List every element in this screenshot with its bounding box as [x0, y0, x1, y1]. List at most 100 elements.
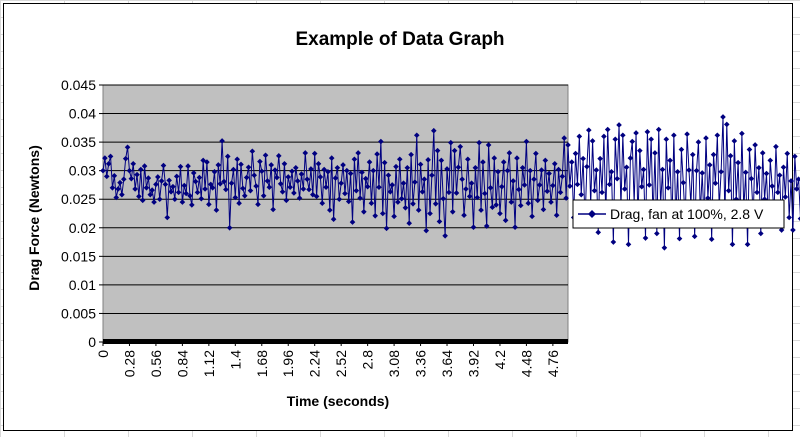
- data-point-marker: [529, 213, 535, 220]
- data-point-marker: [686, 167, 692, 173]
- data-point-marker: [164, 214, 171, 221]
- data-point-marker: [396, 156, 403, 163]
- legend[interactable]: Drag, fan at 100%, 2.8 V: [572, 199, 785, 229]
- data-point-marker: [366, 159, 373, 165]
- y-tick-label: 0: [88, 334, 96, 350]
- data-point-marker: [378, 138, 384, 145]
- data-point-marker: [487, 185, 494, 191]
- data-point-marker: [226, 224, 233, 231]
- data-point-marker: [504, 167, 511, 174]
- data-point-marker: [655, 126, 662, 133]
- data-point-marker: [398, 195, 405, 202]
- data-point-marker: [559, 173, 566, 180]
- data-point-marker: [621, 186, 628, 192]
- x-tick-label: 1.96: [280, 350, 296, 377]
- data-point-marker: [629, 138, 636, 145]
- data-point-marker: [275, 153, 282, 159]
- data-point-marker: [792, 153, 798, 160]
- data-point-marker: [381, 159, 388, 166]
- data-point-marker: [289, 168, 295, 175]
- data-point-marker: [599, 189, 605, 196]
- data-point-marker: [542, 157, 549, 164]
- data-point-marker: [440, 195, 447, 202]
- data-point-marker: [359, 169, 365, 176]
- data-point-marker: [776, 172, 783, 179]
- data-point-marker: [187, 193, 193, 199]
- data-point-marker: [342, 190, 348, 197]
- data-point-marker: [132, 186, 138, 192]
- data-point-marker: [578, 191, 585, 198]
- data-point-marker: [695, 139, 702, 145]
- data-point-marker: [612, 136, 619, 143]
- data-point-marker: [731, 138, 738, 144]
- data-point-marker: [708, 236, 715, 242]
- y-tick-label: 0.045: [61, 77, 96, 93]
- data-point-marker: [158, 178, 165, 184]
- data-point-marker: [451, 147, 458, 154]
- data-point-marker: [527, 167, 533, 174]
- data-point-marker: [111, 173, 118, 179]
- y-tick-label: 0.005: [61, 305, 96, 321]
- data-point-marker: [597, 155, 603, 162]
- y-tick-label: 0.04: [69, 106, 96, 122]
- data-point-marker: [113, 194, 120, 201]
- data-point-marker: [372, 212, 378, 219]
- data-point-marker: [126, 167, 133, 174]
- data-point-marker: [453, 190, 460, 196]
- data-point-marker: [567, 183, 573, 189]
- data-point-marker: [557, 189, 564, 196]
- data-point-marker: [232, 194, 239, 201]
- data-point-marker: [311, 150, 318, 157]
- x-tick-label: 1.12: [201, 350, 217, 377]
- data-point-marker: [510, 178, 516, 184]
- data-point-marker: [710, 151, 717, 158]
- data-point-marker: [735, 159, 741, 166]
- data-point-marker: [466, 193, 473, 200]
- data-point-marker: [139, 197, 146, 204]
- data-point-marker: [742, 169, 749, 176]
- data-point-marker: [173, 173, 180, 180]
- data-point-marker: [703, 135, 709, 141]
- data-point-marker: [759, 150, 766, 156]
- x-tick-label: 2.24: [307, 350, 323, 377]
- data-point-marker: [393, 163, 399, 170]
- data-point-marker: [243, 174, 250, 181]
- data-point-marker: [474, 194, 481, 201]
- data-point-marker: [497, 210, 503, 217]
- data-point-marker: [706, 162, 713, 168]
- data-point-marker: [744, 241, 751, 248]
- data-point-marker: [534, 197, 541, 204]
- data-point-marker: [729, 241, 736, 248]
- data-point-marker: [179, 199, 186, 205]
- data-point-marker: [413, 132, 420, 139]
- data-point-marker: [680, 179, 687, 186]
- data-point-marker: [270, 206, 276, 213]
- data-point-marker: [714, 132, 721, 139]
- data-point-marker: [601, 133, 607, 140]
- data-point-marker: [117, 179, 123, 186]
- data-point-marker: [712, 180, 719, 187]
- y-tick-label: 0.035: [61, 134, 96, 150]
- data-point-marker: [627, 155, 634, 161]
- data-point-marker: [260, 193, 267, 199]
- data-point-marker: [262, 152, 269, 159]
- data-point-marker: [459, 176, 465, 183]
- data-point-marker: [616, 122, 622, 128]
- data-point-marker: [202, 186, 208, 192]
- data-point-marker: [168, 189, 174, 195]
- data-point-marker: [141, 163, 148, 169]
- data-point-marker: [198, 195, 205, 202]
- data-point-marker: [134, 171, 140, 178]
- data-point-marker: [130, 161, 137, 167]
- data-point-marker: [207, 181, 214, 188]
- data-point-marker: [448, 139, 454, 146]
- data-point-marker: [124, 144, 131, 151]
- data-point-marker: [194, 189, 201, 196]
- data-point-marker: [758, 230, 764, 237]
- data-point-marker: [523, 138, 530, 145]
- data-point-marker: [671, 132, 677, 139]
- x-tick-label: 3.36: [413, 350, 429, 377]
- data-point-marker: [663, 136, 670, 143]
- data-point-marker: [625, 241, 632, 248]
